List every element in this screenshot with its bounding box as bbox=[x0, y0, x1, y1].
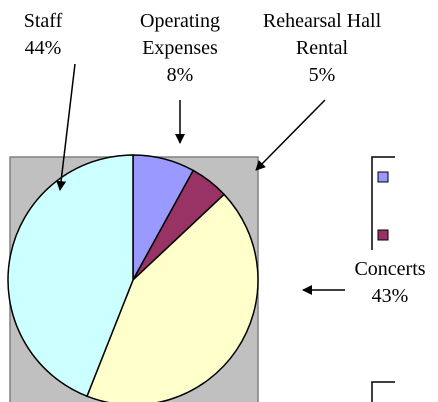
value-label: 8% bbox=[166, 64, 194, 86]
arrow bbox=[255, 99, 326, 171]
category-label: Staff bbox=[23, 10, 63, 32]
legend-frame bbox=[371, 381, 395, 402]
legend-swatch bbox=[377, 171, 389, 183]
slice-label: Staff 44% bbox=[3, 8, 83, 62]
value-label: 5% bbox=[308, 64, 336, 86]
arrow bbox=[56, 63, 76, 191]
category-label: Rehearsal Hall Rental bbox=[262, 10, 382, 59]
pie bbox=[7, 154, 259, 402]
pie-slice bbox=[86, 193, 259, 402]
leader-arrows bbox=[56, 63, 345, 295]
legend-swatch bbox=[377, 229, 389, 241]
value-label: 44% bbox=[24, 37, 62, 59]
slice-label: Rehearsal Hall Rental 5% bbox=[242, 8, 402, 89]
slice-label: Concerts 43% bbox=[340, 256, 438, 310]
category-label: Concerts bbox=[354, 258, 426, 280]
category-label: Operating Expenses bbox=[140, 10, 220, 59]
legend-frame bbox=[371, 156, 395, 250]
value-label: 43% bbox=[371, 285, 409, 307]
legend bbox=[371, 156, 395, 402]
slice-label: Operating Expenses 8% bbox=[120, 8, 240, 89]
pie-slice bbox=[7, 154, 134, 398]
